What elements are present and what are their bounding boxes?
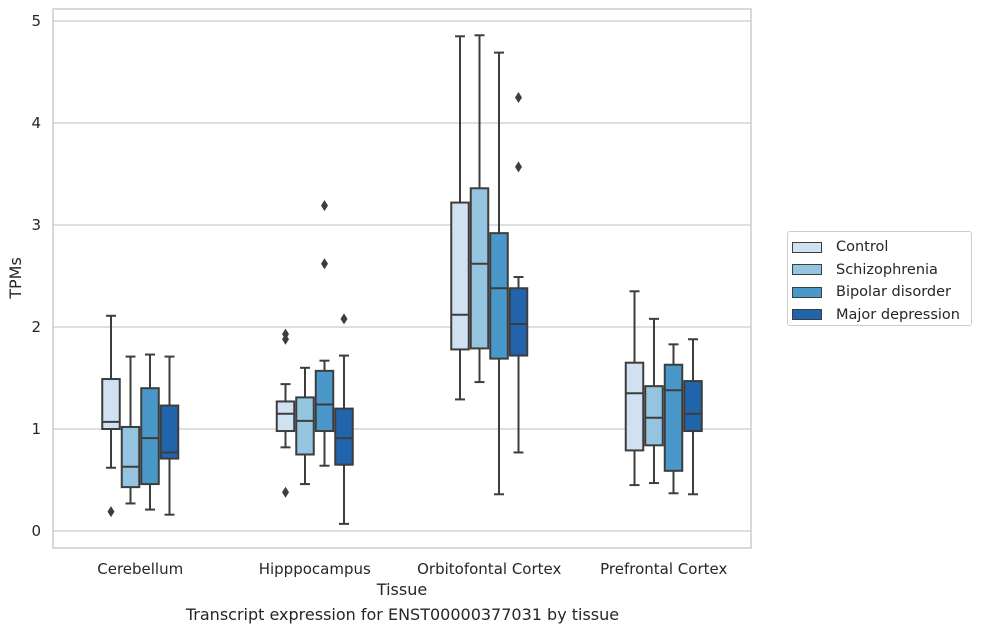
box-0-0 [101,314,121,518]
x-tick-label-1: Hipppocampus [259,560,371,578]
outlier-point [515,161,522,173]
box-0-1 [275,328,296,498]
y-tick-label-2: 2 [31,318,41,336]
box-2-0 [140,353,160,511]
legend-item-3: Major depression [792,304,971,327]
y-axis-label: TPMs [6,257,25,300]
box-series [101,34,703,525]
box-0-2 [450,35,470,401]
outlier-point [321,200,328,212]
legend-item-1: Schizophrenia [792,259,971,282]
box-body [295,396,315,456]
y-tick-label-3: 3 [31,216,41,234]
x-tick-label-2: Orbitofontal Cortex [417,560,561,578]
box-body [683,380,703,433]
legend-label: Schizophrenia [836,261,938,278]
box-3-2 [508,92,529,454]
legend-item-0: Control [792,236,971,259]
box-3-1 [334,313,354,525]
box-2-3 [663,343,684,495]
box-body [334,407,354,466]
outlier-point [321,258,328,270]
box-body [275,400,296,433]
box-body [469,187,490,350]
outlier-point [282,328,289,340]
legend-swatch [792,264,822,276]
y-tick-label-5: 5 [31,12,41,30]
legend-item-2: Bipolar disorder [792,281,971,304]
legend-label: Major depression [836,306,960,323]
box-1-3 [644,317,664,485]
box-body [663,363,684,472]
legend-swatch [792,309,822,321]
box-1-0 [120,355,141,505]
box-3-3 [683,338,703,496]
outlier-point [515,92,522,103]
box-0-3 [624,290,645,487]
outlier-point [107,506,115,518]
x-axis-label: Tissue [376,580,427,599]
plot-frame [52,8,752,549]
legend-swatch [792,241,822,253]
legend-label: Control [836,239,889,256]
box-body [450,201,470,351]
box-body [159,404,180,460]
y-axis-ticks: 0 1 2 3 4 5 [31,12,41,540]
box-body [489,232,509,360]
box-body [314,369,335,433]
box-body [140,387,160,486]
chart-caption: Transcript expression for ENST0000037703… [185,605,620,624]
box-body [624,361,645,452]
y-tick-label-1: 1 [31,420,41,438]
box-body [120,425,141,489]
box-2-2 [489,51,509,496]
box-2-1 [314,200,335,467]
x-tick-label-0: Cerebellum [97,560,183,578]
box-body [101,378,121,430]
legend-swatch [792,286,822,298]
box-1-1 [295,366,315,486]
legend-label: Bipolar disorder [836,284,951,301]
box-body [508,287,529,357]
y-tick-label-0: 0 [31,522,41,540]
y-tick-label-4: 4 [31,114,41,132]
outlier-point [340,313,348,325]
box-3-0 [159,355,180,516]
box-body [644,385,664,447]
x-tick-label-3: Prefrontal Cortex [600,560,727,578]
legend: Control Schizophrenia Bipolar disorder Majo… [787,231,972,326]
box-1-2 [469,34,490,384]
x-axis-ticks: Cerebellum Hipppocampus Orbitofontal Corte… [97,560,727,578]
outlier-point [282,486,289,498]
